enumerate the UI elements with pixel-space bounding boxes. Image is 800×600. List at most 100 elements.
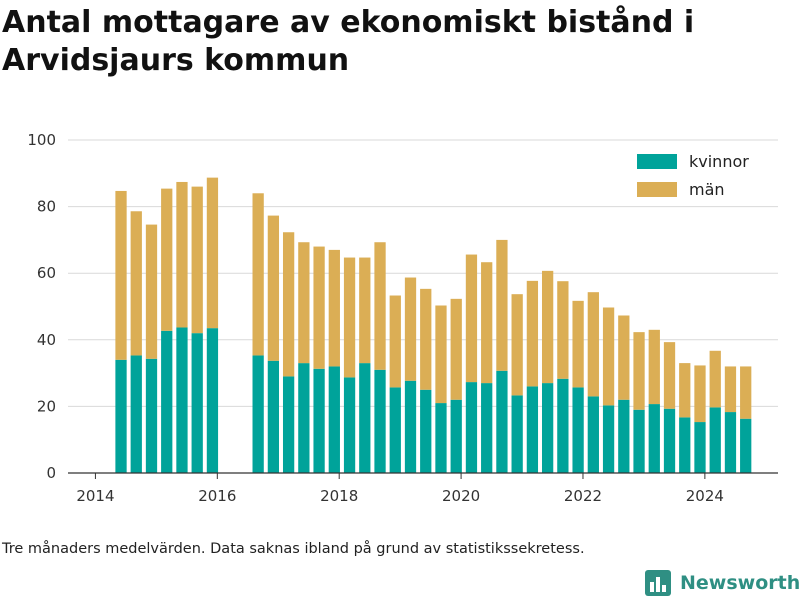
brand-name: Newsworthy xyxy=(680,572,800,594)
bar-kvinnor xyxy=(191,333,203,473)
bar-kvinnor xyxy=(115,359,127,473)
bar-man xyxy=(481,262,493,384)
bar-man xyxy=(145,224,158,359)
bar-kvinnor xyxy=(694,422,706,473)
bar-kvinnor xyxy=(450,399,462,473)
bar-kvinnor xyxy=(602,405,615,473)
legend-label: män xyxy=(689,180,725,199)
bar-man xyxy=(282,232,295,377)
bar-man xyxy=(435,305,447,404)
bar-man xyxy=(176,181,188,328)
bar-kvinnor xyxy=(389,387,401,473)
bar-man xyxy=(633,332,645,410)
bar-man xyxy=(252,193,264,356)
legend-label: kvinnor xyxy=(689,152,749,171)
bar-man xyxy=(374,242,386,370)
bar-kvinnor xyxy=(328,366,340,473)
bar-kvinnor xyxy=(343,377,356,473)
bar-kvinnor xyxy=(298,363,310,473)
bar-kvinnor xyxy=(709,407,721,473)
bar-man xyxy=(389,295,401,388)
bar-man xyxy=(602,307,615,406)
bar-kvinnor xyxy=(526,386,539,473)
axes: 0 20 40 60 80 100 2014 2016 2018 2020 2022 2024 xyxy=(27,131,778,505)
bar-man xyxy=(450,298,462,400)
bar-kvinnor xyxy=(420,389,432,473)
bar-man xyxy=(161,188,173,331)
bar-kvinnor xyxy=(648,404,660,473)
bar-man xyxy=(404,277,417,381)
bar-man xyxy=(694,365,706,423)
bar-man xyxy=(648,329,660,405)
y-tick-label: 40 xyxy=(37,331,56,349)
legend-swatch xyxy=(637,154,677,169)
x-tick-label: 2020 xyxy=(442,487,480,505)
bar-man xyxy=(740,366,752,419)
bar-man xyxy=(359,257,371,364)
bar-kvinnor xyxy=(161,330,173,473)
bar-kvinnor xyxy=(435,403,447,473)
bar-kvinnor xyxy=(633,409,645,473)
x-tick-label: 2018 xyxy=(320,487,358,505)
bar-kvinnor xyxy=(572,387,584,473)
bar-man xyxy=(679,363,691,418)
bar-kvinnor xyxy=(465,382,478,473)
bar-kvinnor xyxy=(481,383,493,473)
y-tick-label: 80 xyxy=(37,198,56,216)
bar-kvinnor xyxy=(663,408,676,473)
bars xyxy=(115,177,752,473)
bar-kvinnor xyxy=(541,383,554,473)
y-tick-label: 60 xyxy=(37,264,56,282)
bar-kvinnor xyxy=(724,412,737,473)
y-tick-label: 20 xyxy=(37,397,56,415)
bar-man xyxy=(572,300,584,388)
bar-man xyxy=(313,246,325,369)
x-tick-label: 2014 xyxy=(76,487,114,505)
bar-man xyxy=(709,350,721,408)
bar-kvinnor xyxy=(176,327,188,473)
bar-kvinnor xyxy=(130,355,142,473)
bar-kvinnor xyxy=(404,380,417,473)
bar-man xyxy=(541,270,554,384)
bar-man xyxy=(115,190,127,360)
bar-kvinnor xyxy=(496,370,508,473)
bar-kvinnor xyxy=(557,378,569,473)
bar-kvinnor xyxy=(740,418,752,473)
footnote: Tre månaders medelvärden. Data saknas ib… xyxy=(2,541,585,557)
bar-kvinnor xyxy=(145,358,158,473)
bar-man xyxy=(587,292,599,397)
bar-man xyxy=(130,211,142,356)
brand-logo: Newsworthy xyxy=(644,568,800,598)
bar-man xyxy=(328,249,340,367)
bar-man xyxy=(191,186,203,334)
bar-man xyxy=(298,242,310,364)
bar-man xyxy=(526,280,539,387)
bar-kvinnor xyxy=(282,376,295,473)
legend-swatch xyxy=(637,182,677,197)
bar-man xyxy=(465,254,478,383)
bar-kvinnor xyxy=(679,417,691,473)
chart-title: Antal mottagare av ekonomiskt bistånd i … xyxy=(2,5,695,78)
x-tick-label: 2024 xyxy=(686,487,724,505)
bar-kvinnor xyxy=(618,399,630,473)
y-tick-label: 0 xyxy=(46,464,56,482)
x-tick-label: 2022 xyxy=(564,487,602,505)
bar-kvinnor xyxy=(313,368,325,473)
x-tick-label: 2016 xyxy=(198,487,236,505)
bar-man xyxy=(267,215,280,361)
bar-man xyxy=(206,177,219,329)
bar-kvinnor xyxy=(511,395,523,473)
legend: kvinnor män xyxy=(630,146,762,206)
bar-kvinnor xyxy=(374,369,386,473)
bar-kvinnor xyxy=(267,360,280,473)
bar-man xyxy=(511,294,523,396)
bar-man xyxy=(420,288,432,390)
bar-man xyxy=(663,342,676,409)
bar-man xyxy=(343,257,356,378)
bar-man xyxy=(618,315,630,400)
bar-man xyxy=(557,281,569,379)
y-tick-label: 100 xyxy=(27,131,56,149)
bar-man xyxy=(724,366,737,413)
bar-kvinnor xyxy=(206,328,219,473)
